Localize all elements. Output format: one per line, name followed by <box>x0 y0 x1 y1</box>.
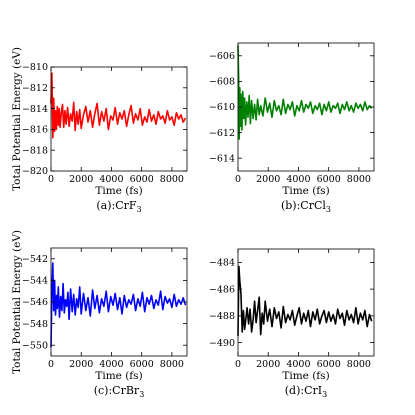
plot-frame <box>237 248 375 357</box>
y-tick-label: −548 <box>22 319 48 330</box>
x-axis-label: Time (fs) <box>282 185 329 197</box>
x-tick-label: 4000 <box>99 174 123 185</box>
y-tick-label: −810 <box>22 62 48 73</box>
panel-caption: (c):CrBr3 <box>94 384 145 399</box>
chart-panel-1: 0 2000 4000 6000 8000 −820 −818 −816 −814 −812 −81… <box>11 47 188 214</box>
x-tick-label: 2000 <box>256 359 280 370</box>
y-tick-label: −484 <box>209 258 235 269</box>
x-tick-label: 8000 <box>347 359 371 370</box>
series-line <box>237 265 373 336</box>
plot-frame <box>50 66 188 172</box>
chart-panel-3: 0 2000 4000 6000 8000 −550 −548 −546 −544 −542 Tim… <box>11 230 188 399</box>
y-tick-label: −486 <box>209 284 235 295</box>
x-tick-label: 2000 <box>69 174 93 185</box>
x-tick-label: 2000 <box>69 359 93 370</box>
panel-caption: (b):CrCl3 <box>281 199 331 214</box>
chart-panel-4: 0 2000 4000 6000 8000 −490 −488 −486 −484 Time (f… <box>209 248 375 399</box>
x-tick-label: 2000 <box>256 174 280 185</box>
x-tick-label: 8000 <box>160 174 184 185</box>
y-axis-label: Total Potential Energy (eV) <box>11 47 23 191</box>
y-tick-label: −818 <box>22 145 48 156</box>
panel-caption-sub: 3 <box>137 205 142 214</box>
y-tick-label: −816 <box>22 125 48 136</box>
y-tick-label: −544 <box>22 276 48 287</box>
x-tick-label: 0 <box>235 174 241 185</box>
x-tick-label: 6000 <box>317 174 341 185</box>
x-tick-label: 6000 <box>130 174 154 185</box>
series-line <box>50 72 187 139</box>
panel-caption-main: (b):CrCl <box>281 199 326 212</box>
panel-caption-main: (c):CrBr <box>94 384 140 397</box>
panel-caption-sub: 3 <box>139 390 144 399</box>
series-line <box>50 262 187 348</box>
chart-panel-2: 0 2000 4000 6000 8000 −614 −612 −610 −608 −606 Tim… <box>209 42 375 214</box>
x-axis-label: Time (fs) <box>95 185 142 197</box>
x-tick-label: 8000 <box>160 359 184 370</box>
y-tick-label: −608 <box>209 77 235 88</box>
y-tick-label: −542 <box>22 254 48 265</box>
x-tick-label: 4000 <box>286 174 310 185</box>
x-tick-label: 0 <box>235 359 241 370</box>
x-tick-label: 4000 <box>99 359 123 370</box>
y-tick-label: −488 <box>209 311 235 322</box>
panel-caption-main: (d):CrI <box>285 384 322 397</box>
x-tick-label: 0 <box>48 174 54 185</box>
x-axis-label: Time (fs) <box>282 370 329 382</box>
series-line <box>237 45 373 140</box>
panel-caption-main: (a):CrF <box>96 199 137 212</box>
y-tick-label: −606 <box>209 51 235 62</box>
y-tick-label: −614 <box>209 153 235 164</box>
y-tick-label: −812 <box>22 83 48 94</box>
y-tick-label: −546 <box>22 297 48 308</box>
y-tick-label: −814 <box>22 104 48 115</box>
panel-caption: (a):CrF3 <box>96 199 141 214</box>
x-axis-label: Time (fs) <box>95 370 142 382</box>
y-axis-label: Total Potential Energy (eV) <box>11 230 23 374</box>
y-tick-label: −550 <box>22 340 48 351</box>
y-tick-label: −610 <box>209 102 235 113</box>
y-tick-label: −490 <box>209 338 235 349</box>
y-tick-label: −612 <box>209 128 235 139</box>
x-tick-label: 8000 <box>347 174 371 185</box>
x-tick-label: 6000 <box>317 359 341 370</box>
x-tick-label: 0 <box>48 359 54 370</box>
x-tick-label: 6000 <box>130 359 154 370</box>
x-tick-label: 4000 <box>286 359 310 370</box>
y-tick-label: −820 <box>22 166 48 177</box>
panel-caption: (d):CrI3 <box>285 384 327 399</box>
panel-caption-sub: 3 <box>322 390 327 399</box>
panel-caption-sub: 3 <box>326 205 331 214</box>
